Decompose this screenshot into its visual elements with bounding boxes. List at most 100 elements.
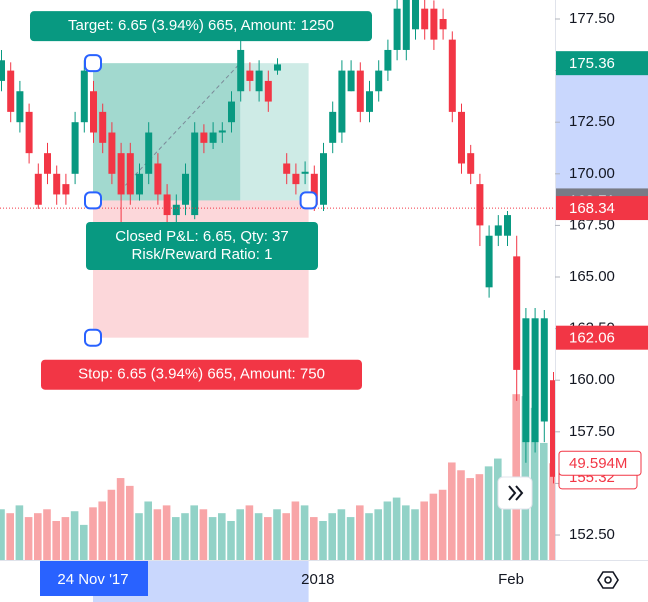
volume-bar — [98, 501, 106, 560]
volume-bar — [61, 517, 70, 560]
volume-bar — [52, 520, 60, 560]
volume-bar — [346, 517, 355, 560]
volume-bar — [245, 505, 254, 560]
candle-body — [531, 318, 539, 443]
volume-bar — [540, 442, 548, 560]
position-handle[interactable] — [84, 54, 102, 73]
volume-bar — [300, 505, 309, 560]
volume-bar — [116, 478, 125, 560]
volume-bar — [438, 489, 447, 560]
volume-bar — [181, 513, 189, 560]
scroll-icon — [508, 485, 524, 501]
volume-bar — [208, 517, 217, 560]
volume-bar — [530, 407, 539, 560]
candle-body — [494, 225, 502, 236]
y-tick-label: 160.00 — [569, 371, 615, 388]
position-handle[interactable] — [84, 191, 102, 210]
result-label: Risk/Reward Ratio: 1 — [132, 246, 273, 263]
volume-bar — [457, 470, 465, 560]
y-tick-label: 177.50 — [569, 10, 615, 27]
candle-body — [292, 173, 300, 185]
candle-body — [384, 49, 392, 71]
volume-bar — [199, 509, 208, 560]
candle-body — [421, 8, 429, 30]
candle-body — [16, 91, 24, 123]
candle-body — [99, 111, 107, 143]
volume-bar — [291, 501, 300, 560]
volume-bar — [448, 462, 456, 560]
volume-bar — [282, 513, 290, 560]
volume-bar — [254, 513, 263, 560]
volume-bar — [319, 520, 327, 560]
price-range-highlight — [556, 63, 648, 201]
candle-body — [209, 132, 217, 143]
x-tick-label: Feb — [498, 571, 524, 588]
price-marker-box — [556, 51, 648, 76]
candle-body — [71, 122, 79, 174]
candle-body — [513, 256, 521, 370]
x-tick-label: 2018 — [301, 571, 334, 588]
volume-bar — [6, 513, 14, 560]
candle-body — [126, 153, 134, 195]
volume-bar — [494, 458, 502, 560]
result-box — [86, 222, 318, 270]
y-tick-label: 172.50 — [569, 113, 615, 130]
candle-layer — [0, 0, 555, 484]
price-marker-box — [556, 325, 648, 350]
candle-body — [200, 132, 208, 143]
candle-body — [458, 111, 465, 164]
price-marker-label: 168.34 — [569, 200, 615, 217]
position-layer — [93, 62, 309, 338]
candle-body — [347, 70, 355, 92]
price-marker-label: 175.36 — [569, 55, 615, 72]
candle-body — [218, 130, 226, 133]
candle-body — [550, 380, 555, 477]
volume-bar — [549, 463, 555, 560]
volume-bar — [356, 505, 364, 560]
candle-body — [191, 132, 199, 216]
volume-bar — [328, 513, 336, 560]
volume-bar — [162, 505, 171, 560]
price-marker-box — [556, 196, 648, 221]
volume-bar — [273, 509, 281, 560]
volume-bar — [153, 509, 162, 560]
candle-body — [412, 0, 419, 30]
volume-bar — [466, 478, 474, 560]
y-tick-label: 157.50 — [569, 423, 615, 440]
volume-bar — [0, 509, 5, 560]
volume-bar — [484, 466, 493, 560]
candle-body — [540, 318, 548, 422]
candle-body — [108, 132, 116, 174]
volume-bar — [135, 513, 143, 560]
candle-body — [117, 153, 125, 195]
candle-body — [182, 173, 189, 205]
volume-bar — [107, 489, 116, 560]
candle-body — [80, 70, 88, 123]
candle-body — [145, 132, 153, 174]
candle-body — [44, 153, 51, 174]
position-handle[interactable] — [84, 328, 102, 347]
candle-body — [237, 49, 245, 92]
volume-bar — [190, 505, 198, 560]
candle-body — [7, 70, 15, 112]
volume-bar — [80, 524, 88, 560]
candle-body — [310, 173, 318, 205]
volume-bar — [383, 501, 392, 560]
candle-body — [264, 80, 272, 102]
candle-body — [62, 184, 70, 195]
volume-bar — [236, 509, 244, 560]
candle-body — [366, 91, 373, 112]
candle-body — [25, 111, 33, 154]
volume-bar — [70, 511, 79, 560]
candle-body — [53, 173, 61, 195]
candle-body — [228, 101, 235, 123]
position-handle[interactable] — [299, 191, 318, 210]
crosshair-date-label: 24 Nov '17 — [57, 571, 128, 588]
settings-icon[interactable] — [597, 571, 619, 589]
candle-body — [283, 163, 291, 174]
volume-marker-label: 49.594M — [569, 455, 627, 472]
stop-box — [41, 359, 362, 390]
volume-bar — [15, 505, 24, 560]
y-tick-label: 167.50 — [569, 216, 615, 233]
